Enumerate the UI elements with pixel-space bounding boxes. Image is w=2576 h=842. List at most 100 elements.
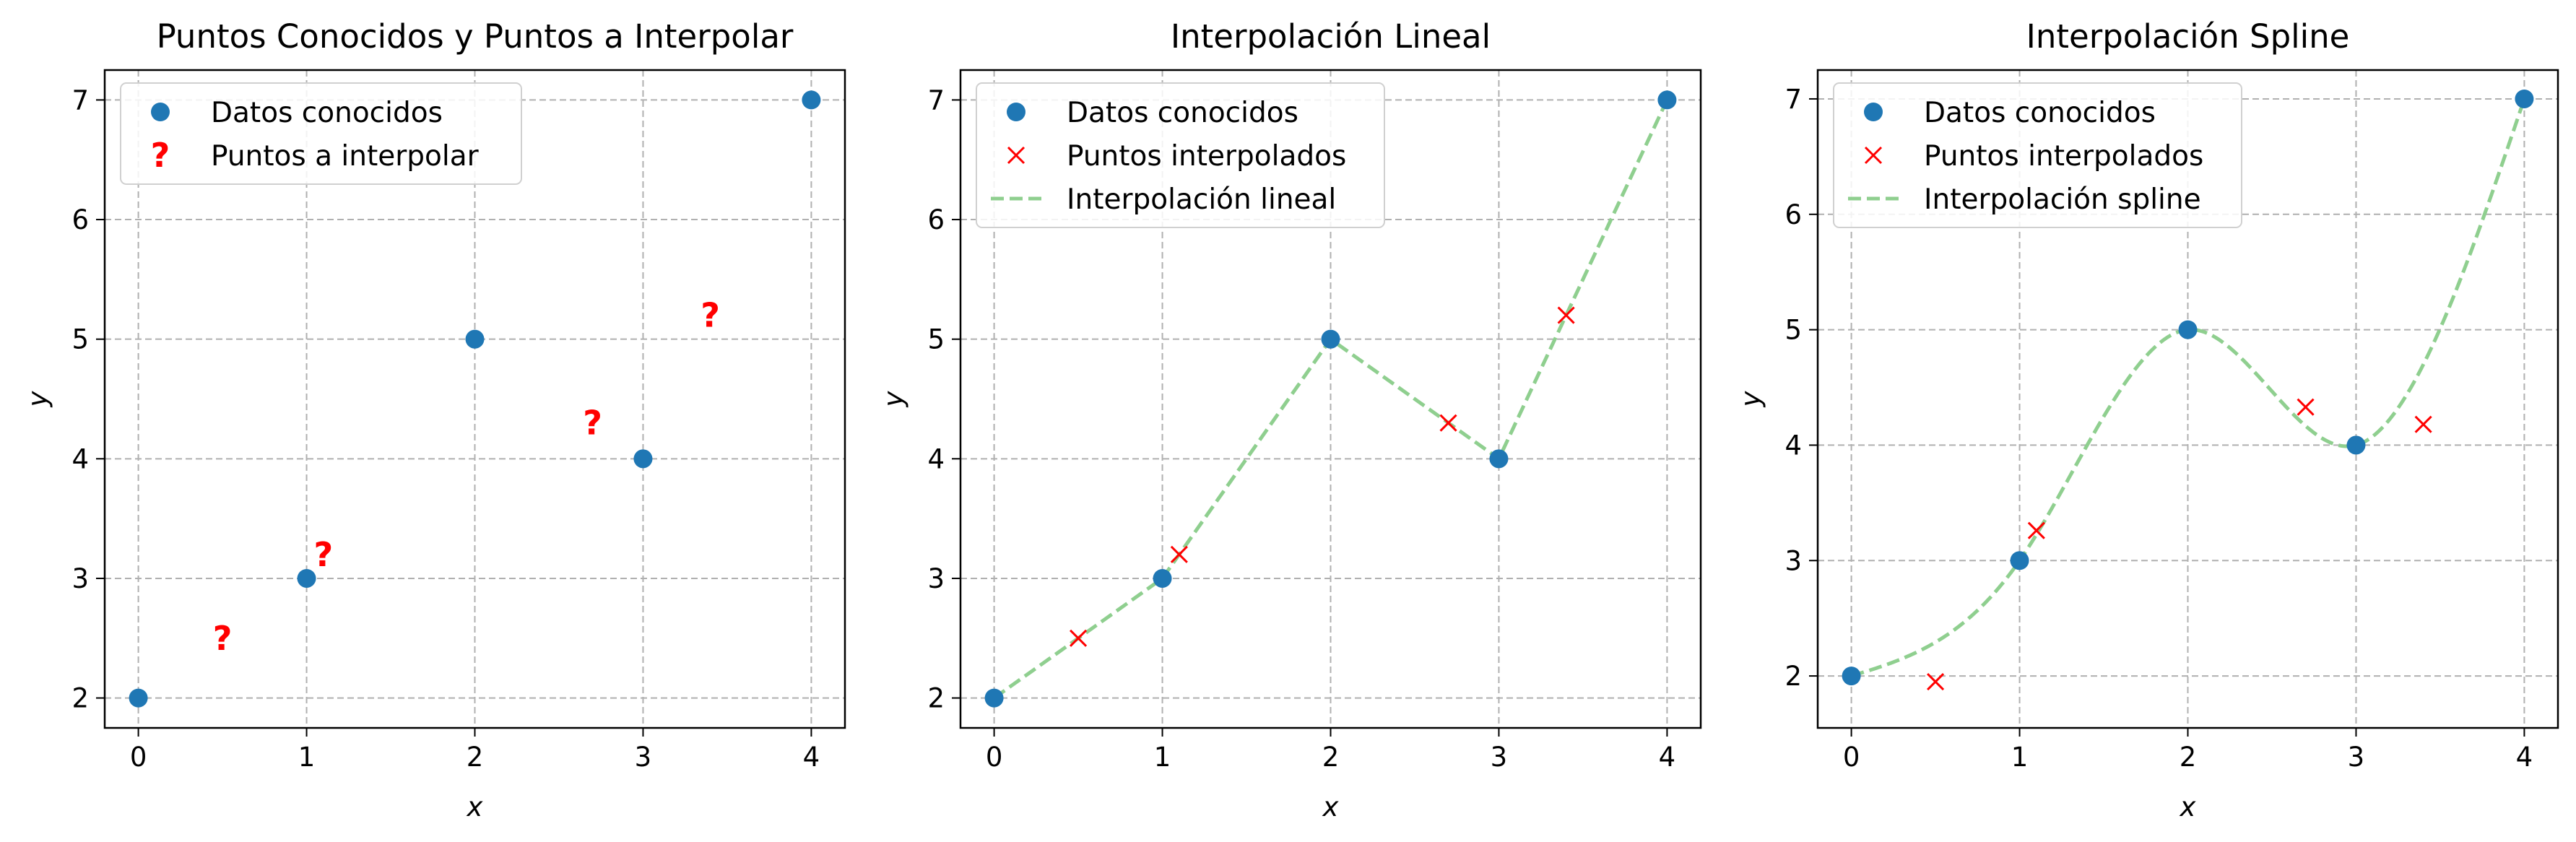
x-tick-label: 4 <box>803 742 820 773</box>
plot-area <box>984 90 1677 708</box>
x-tick-label: 1 <box>1154 742 1171 773</box>
legend-label: Puntos interpolados <box>1067 140 1346 173</box>
x-mark-stroke <box>1170 545 1188 563</box>
x-tick-label: 4 <box>2516 742 2533 773</box>
legend-label: Datos conocidos <box>211 97 443 129</box>
interpolated-point <box>2414 415 2432 433</box>
x-mark-stroke <box>1439 414 1457 432</box>
legend-marker-circle <box>151 103 170 121</box>
x-tick-label: 0 <box>130 742 147 773</box>
legend: Datos conocidos Puntos interpolados Interp… <box>976 82 1385 228</box>
x-tick-label: 0 <box>986 742 1003 773</box>
y-tick-label: 7 <box>1784 84 1802 115</box>
chart-panel-3: 0 1 2 3 4 2 3 4 5 6 7 x y Interpolación Spline Datos c… <box>1735 17 2559 823</box>
interpolated-point <box>1557 306 1575 324</box>
known-point <box>633 449 653 469</box>
legend-box <box>976 82 1385 228</box>
interpolated-point <box>1927 673 1945 691</box>
x-mark-stroke <box>1070 629 1088 647</box>
x-tick-label: 4 <box>1659 742 1676 773</box>
interpolated-point <box>2297 398 2315 416</box>
x-mark-stroke <box>2297 398 2315 416</box>
known-point <box>1321 329 1340 349</box>
known-point <box>802 90 821 110</box>
x-tick-label: 2 <box>1322 742 1340 773</box>
legend-label: Datos conocidos <box>1924 97 2156 129</box>
x-axis-label: x <box>1322 791 1340 823</box>
axes-frame <box>1816 69 2559 729</box>
y-tick-label: 5 <box>1784 315 1802 346</box>
legend-label: Interpolación spline <box>1924 183 2201 216</box>
known-point <box>2515 89 2534 108</box>
y-tick-label: 4 <box>927 443 945 474</box>
x-tick-label: 3 <box>2348 742 2365 773</box>
x-tick-label: 3 <box>635 742 652 773</box>
y-tick-label: 5 <box>71 324 89 355</box>
x-tick-label: 3 <box>1491 742 1508 773</box>
y-tick-label: 7 <box>71 84 89 116</box>
interpolated-point <box>1170 545 1188 563</box>
axes-frame <box>959 69 1702 729</box>
x-mark-stroke <box>1557 306 1575 324</box>
y-tick-label: 4 <box>1784 430 1802 461</box>
legend-box <box>1833 82 2242 228</box>
question-point: ? <box>213 619 233 658</box>
plot-area: ???? <box>129 90 821 708</box>
x-tick-label: 0 <box>1843 742 1860 773</box>
x-axis-label: x <box>2180 791 2197 823</box>
question-point: ? <box>701 296 720 335</box>
y-axis-label: y <box>878 390 909 407</box>
known-point <box>129 688 148 708</box>
legend-label: Interpolación lineal <box>1067 183 1336 216</box>
chart-title: Puntos Conocidos y Puntos a Interpolar <box>157 17 794 56</box>
chart-panel-2: 0 1 2 3 4 2 3 4 5 6 7 x y Interpolación Lineal Datos c… <box>878 17 1702 823</box>
x-mark-stroke <box>1927 673 1945 691</box>
x-tick-label: 2 <box>2180 742 2197 773</box>
x-tick-label: 1 <box>298 742 316 773</box>
legend-label: Puntos a interpolar <box>211 140 480 173</box>
known-point <box>2346 435 2366 455</box>
legend: Datos conocidos? Puntos a interpolar <box>120 82 522 185</box>
y-tick-label: 3 <box>927 563 945 594</box>
chart-title: Interpolación Spline <box>2026 17 2350 56</box>
y-tick-label: 3 <box>71 563 89 594</box>
legend-marker-circle <box>1864 103 1883 121</box>
interpolated-point <box>1439 414 1457 432</box>
y-tick-label: 7 <box>927 84 945 116</box>
y-axis-label: y <box>1735 390 1766 407</box>
y-tick-label: 2 <box>71 683 89 714</box>
x-mark-stroke <box>2414 415 2432 433</box>
y-tick-label: 2 <box>1784 661 1802 692</box>
x-mark-stroke <box>2027 521 2045 539</box>
known-point <box>1657 90 1677 110</box>
x-tick-label: 1 <box>2011 742 2029 773</box>
chart-title: Interpolación Lineal <box>1171 17 1491 56</box>
legend-marker-circle <box>1007 103 1025 121</box>
interpolated-point <box>2027 521 2045 539</box>
legend-marker-question: ? <box>151 136 170 175</box>
known-point <box>1489 449 1509 469</box>
plot-area <box>1842 89 2534 691</box>
known-point <box>2010 551 2029 570</box>
known-point <box>297 568 316 588</box>
legend-marker-x <box>1007 146 1025 165</box>
known-point <box>1842 667 1861 686</box>
legend-label: Puntos interpolados <box>1924 140 2203 173</box>
chart-panel-1: 0 1 2 3 4 2 3 4 5 6 7 x y Puntos Conocidos y Puntos a… <box>22 17 846 823</box>
interpolated-point <box>1070 629 1088 647</box>
legend: Datos conocidos Puntos interpolados Interp… <box>1833 82 2242 228</box>
known-point <box>1153 568 1172 588</box>
known-point <box>2178 320 2198 339</box>
y-tick-label: 6 <box>927 204 945 235</box>
y-tick-label: 5 <box>927 324 945 355</box>
y-tick-label: 2 <box>927 683 945 714</box>
legend-marker-x <box>1864 146 1883 165</box>
y-tick-label: 4 <box>71 443 89 474</box>
y-axis-label: y <box>22 390 53 407</box>
y-tick-label: 6 <box>1784 199 1802 230</box>
known-point <box>465 329 485 349</box>
x-tick-label: 2 <box>467 742 484 773</box>
y-tick-label: 3 <box>1784 545 1802 576</box>
legend-label: Datos conocidos <box>1067 97 1298 129</box>
